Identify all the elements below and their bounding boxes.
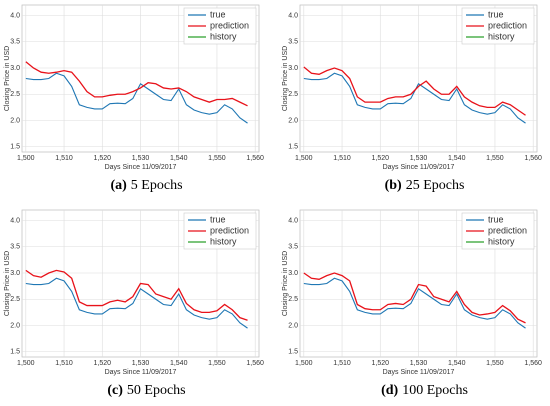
panel: 1.5 2.0 2.5 3.0 3.5 4.0 1,500 1,510 1,520 1,530 1,… xyxy=(4,209,264,398)
x-tick-label: 1,540 xyxy=(448,155,466,162)
caption-text: 5 Epochs xyxy=(131,178,183,193)
series-line xyxy=(25,277,248,329)
x-tick-label: 1,500 xyxy=(17,155,35,162)
legend-label: prediction xyxy=(210,225,249,235)
y-tick-label: 2.5 xyxy=(10,296,20,303)
y-tick-label: 3.0 xyxy=(288,270,298,277)
x-tick-label: 1,520 xyxy=(372,155,390,162)
y-axis-label: Closing Price in USD xyxy=(4,46,11,111)
y-tick-label: 3.5 xyxy=(10,39,20,46)
y-axis-label: Closing Price in USD xyxy=(282,251,289,316)
x-axis-label: Days Since 11/09/2017 xyxy=(383,369,455,376)
y-tick-label: 2.5 xyxy=(288,91,298,98)
x-axis-label: Days Since 11/09/2017 xyxy=(383,164,455,171)
legend-label: prediction xyxy=(210,20,249,30)
caption-label: (d) xyxy=(381,383,398,398)
y-tick-label: 2.0 xyxy=(10,322,20,329)
y-tick-label: 1.5 xyxy=(10,349,20,356)
series-line xyxy=(25,269,248,321)
legend-label: history xyxy=(210,31,237,41)
legend-label: true xyxy=(488,214,504,224)
y-tick-label: 4.0 xyxy=(10,217,20,224)
x-tick-label: 1,520 xyxy=(94,155,112,162)
x-tick-label: 1,530 xyxy=(410,360,428,367)
caption: (c) 50 Epochs xyxy=(107,383,185,398)
legend-label: prediction xyxy=(488,20,527,30)
x-tick-label: 1,500 xyxy=(295,155,313,162)
y-tick-label: 3.5 xyxy=(288,244,298,251)
y-tick-label: 3.0 xyxy=(10,65,20,72)
x-tick-label: 1,560 xyxy=(246,360,264,367)
y-tick-label: 1.5 xyxy=(288,144,298,151)
y-tick-label: 3.5 xyxy=(288,39,298,46)
legend-label: history xyxy=(488,31,515,41)
y-tick-label: 3.0 xyxy=(10,270,20,277)
legend-label: true xyxy=(210,9,226,19)
y-tick-label: 4.0 xyxy=(288,217,298,224)
legend-label: prediction xyxy=(488,225,527,235)
x-tick-label: 1,550 xyxy=(486,360,504,367)
series-line xyxy=(303,277,526,329)
y-tick-label: 4.0 xyxy=(10,12,20,19)
y-tick-label: 1.5 xyxy=(288,349,298,356)
x-tick-label: 1,510 xyxy=(333,155,351,162)
series-line xyxy=(303,66,526,116)
legend-label: true xyxy=(210,214,226,224)
x-tick-label: 1,540 xyxy=(170,155,188,162)
y-tick-label: 2.5 xyxy=(288,296,298,303)
panel: 1.5 2.0 2.5 3.0 3.5 4.0 1,500 1,510 1,520 1,530 1,… xyxy=(282,4,542,193)
x-tick-label: 1,520 xyxy=(372,360,390,367)
y-axis-label: Closing Price in USD xyxy=(282,46,289,111)
y-tick-label: 2.0 xyxy=(10,117,20,124)
legend-label: true xyxy=(488,9,504,19)
caption-text: 25 Epochs xyxy=(406,178,465,193)
caption-text: 50 Epochs xyxy=(127,383,186,398)
x-tick-label: 1,530 xyxy=(132,360,150,367)
y-tick-label: 1.5 xyxy=(10,144,20,151)
x-tick-label: 1,520 xyxy=(94,360,112,367)
series-line xyxy=(25,72,248,124)
caption-label: (b) xyxy=(385,178,402,193)
series-line xyxy=(303,272,526,324)
y-tick-label: 2.0 xyxy=(288,322,298,329)
y-tick-label: 2.5 xyxy=(10,91,20,98)
legend-box xyxy=(461,212,535,250)
x-tick-label: 1,510 xyxy=(55,360,73,367)
x-tick-label: 1,500 xyxy=(295,360,313,367)
x-tick-label: 1,530 xyxy=(132,155,150,162)
x-tick-label: 1,550 xyxy=(486,155,504,162)
x-tick-label: 1,540 xyxy=(170,360,188,367)
y-tick-label: 3.5 xyxy=(10,244,20,251)
x-tick-label: 1,550 xyxy=(208,360,226,367)
x-tick-label: 1,560 xyxy=(246,155,264,162)
caption: (b) 25 Epochs xyxy=(385,178,465,193)
x-tick-label: 1,540 xyxy=(448,360,466,367)
x-tick-label: 1,510 xyxy=(333,360,351,367)
x-tick-label: 1,550 xyxy=(208,155,226,162)
x-axis-label: Days Since 11/09/2017 xyxy=(105,164,177,171)
y-axis-label: Closing Price in USD xyxy=(4,251,11,316)
panel: 1.5 2.0 2.5 3.0 3.5 4.0 1,500 1,510 1,520 1,530 1,… xyxy=(4,4,264,193)
x-tick-label: 1,500 xyxy=(17,360,35,367)
caption-label: (a) xyxy=(110,178,127,193)
y-tick-label: 2.0 xyxy=(288,117,298,124)
y-tick-label: 4.0 xyxy=(288,12,298,19)
legend-label: history xyxy=(488,236,515,246)
caption-text: 100 Epochs xyxy=(402,383,468,398)
caption: (d) 100 Epochs xyxy=(381,383,468,398)
y-tick-label: 3.0 xyxy=(288,65,298,72)
x-tick-label: 1,560 xyxy=(524,155,542,162)
caption-label: (c) xyxy=(107,383,123,398)
series-line xyxy=(25,61,248,107)
x-axis-label: Days Since 11/09/2017 xyxy=(105,369,177,376)
legend-label: history xyxy=(210,236,237,246)
caption: (a) 5 Epochs xyxy=(110,178,182,193)
x-tick-label: 1,510 xyxy=(55,155,73,162)
x-tick-label: 1,530 xyxy=(410,155,428,162)
x-tick-label: 1,560 xyxy=(524,360,542,367)
panel: 1.5 2.0 2.5 3.0 3.5 4.0 1,500 1,510 1,520 1,530 1,… xyxy=(282,209,542,398)
